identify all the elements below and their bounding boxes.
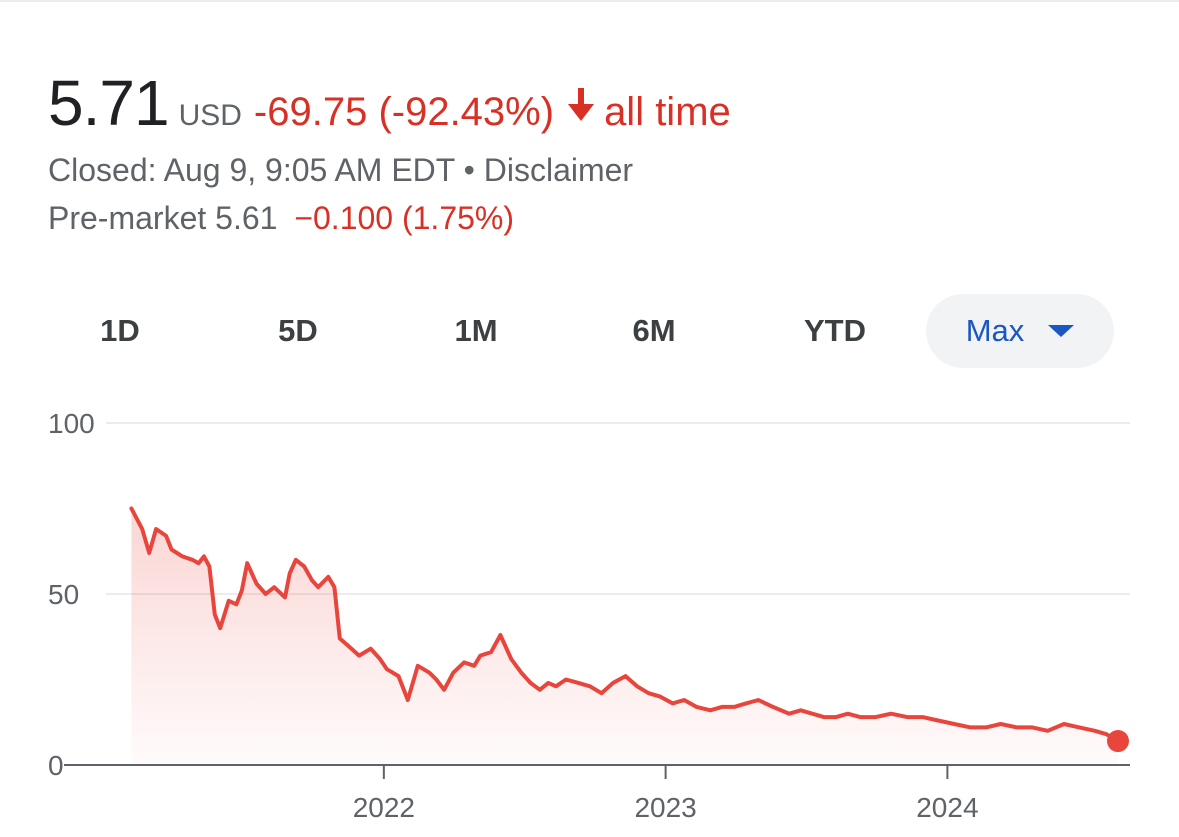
y-tick-label-50: 50 <box>48 579 79 610</box>
current-price: 5.71 <box>48 67 170 139</box>
range-1m[interactable]: 1M <box>454 313 498 348</box>
price-line <box>129 506 1120 744</box>
range-6m[interactable]: 6M <box>632 313 676 348</box>
period-label: all time <box>604 90 731 134</box>
last-price-dot <box>1107 730 1129 753</box>
premarket-price: 5.61 <box>215 200 278 236</box>
closed-time: Closed: Aug 9, 9:05 AM EDT <box>48 152 455 188</box>
currency-label: USD <box>178 99 242 132</box>
y-tick-label-0: 0 <box>48 750 64 781</box>
x-tick-label-2024: 2024 <box>916 792 978 823</box>
y-tick-label-100: 100 <box>48 408 95 439</box>
premarket-row: Pre-market 5.61 −0.100 (1.75%) <box>48 200 514 237</box>
range-1d[interactable]: 1D <box>100 313 140 348</box>
x-tick-label-2022: 2022 <box>353 792 415 823</box>
premarket-change: −0.100 (1.75%) <box>294 200 515 236</box>
premarket-label: Pre-market <box>48 200 207 236</box>
range-ytd[interactable]: YTD <box>804 313 866 348</box>
arrow-down-icon <box>568 88 595 122</box>
range-selector: 1D 5D 1M 6M YTD Max <box>60 294 1120 368</box>
range-max-dropdown[interactable]: Max <box>926 294 1114 368</box>
quote-header: 5.71 USD -69.75 (-92.43%) all time <box>48 66 731 139</box>
x-tick-label-2023: 2023 <box>634 792 696 823</box>
range-max-label: Max <box>965 313 1025 348</box>
price-area <box>131 508 1118 765</box>
range-5d[interactable]: 5D <box>278 313 318 348</box>
price-change: -69.75 (-92.43%) <box>253 90 555 134</box>
disclaimer-link[interactable]: Disclaimer <box>483 152 634 188</box>
chevron-down-icon <box>1048 324 1075 337</box>
market-status: Closed: Aug 9, 9:05 AM EDT • Disclaimer <box>48 152 633 189</box>
separator-dot: • <box>463 152 475 188</box>
price-chart[interactable]: 0 50 100 2022 2023 2024 <box>0 395 1179 837</box>
top-divider <box>0 0 1179 2</box>
